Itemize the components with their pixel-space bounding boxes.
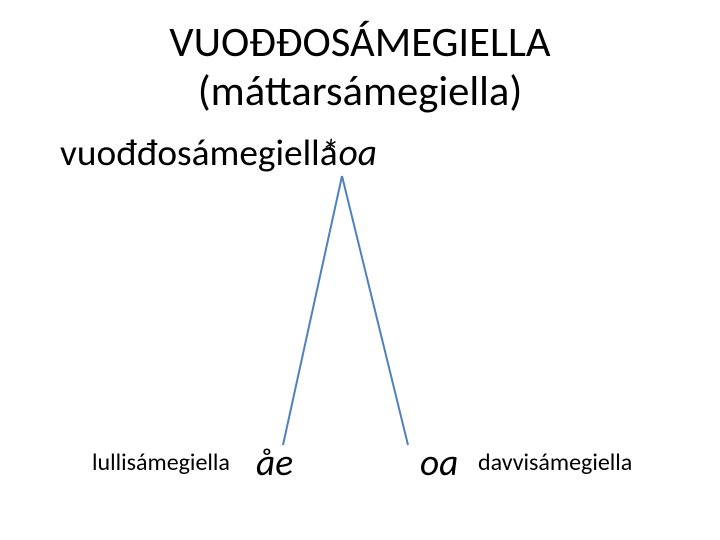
branch-left bbox=[283, 176, 342, 445]
branch-right bbox=[342, 176, 408, 445]
slide: VUOĐĐOSÁMEGIELLA (máttarsámegiella) vuođ… bbox=[0, 0, 720, 540]
right-leaf-symbol: oa bbox=[420, 440, 458, 486]
root-symbol-label: *oa bbox=[320, 130, 377, 176]
slide-title: VUOĐĐOSÁMEGIELLA (máttarsámegiella) bbox=[0, 18, 720, 116]
right-leaf-name: davvisámegiella bbox=[478, 448, 632, 477]
left-leaf-name: lullisámegiella bbox=[92, 448, 230, 477]
left-leaf-symbol: åe bbox=[256, 440, 293, 486]
root-prefix-label: vuođđosámegiella bbox=[60, 130, 338, 176]
title-line-2: (máttarsámegiella) bbox=[0, 67, 720, 116]
title-line-1: VUOĐĐOSÁMEGIELLA bbox=[0, 18, 720, 67]
